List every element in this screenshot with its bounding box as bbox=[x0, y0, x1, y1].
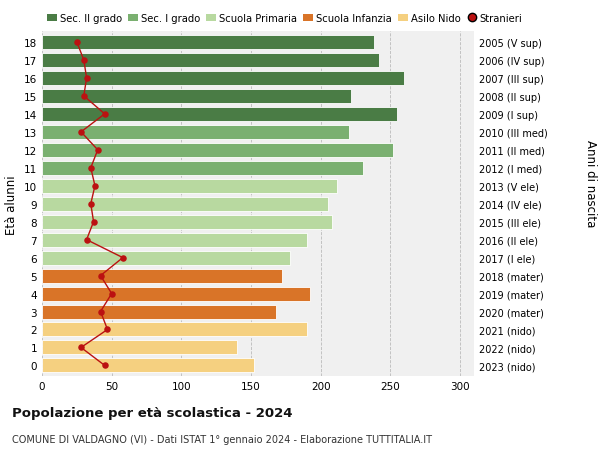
Point bbox=[79, 57, 89, 65]
Bar bbox=[42, 126, 349, 140]
Bar bbox=[42, 162, 362, 175]
Text: COMUNE DI VALDAGNO (VI) - Dati ISTAT 1° gennaio 2024 - Elaborazione TUTTITALIA.I: COMUNE DI VALDAGNO (VI) - Dati ISTAT 1° … bbox=[12, 434, 432, 444]
Bar bbox=[42, 179, 337, 193]
Bar bbox=[42, 36, 374, 50]
Legend: Sec. II grado, Sec. I grado, Scuola Primaria, Scuola Infanzia, Asilo Nido, Stran: Sec. II grado, Sec. I grado, Scuola Prim… bbox=[47, 14, 523, 24]
Point bbox=[96, 308, 106, 315]
Bar bbox=[42, 269, 281, 283]
Point bbox=[82, 236, 91, 244]
Point bbox=[79, 93, 89, 101]
Y-axis label: Età alunni: Età alunni bbox=[5, 174, 19, 234]
Bar bbox=[42, 197, 328, 211]
Point bbox=[76, 129, 86, 136]
Bar bbox=[42, 90, 352, 104]
Text: Anni di nascita: Anni di nascita bbox=[584, 140, 597, 227]
Bar bbox=[42, 107, 397, 122]
Bar bbox=[42, 251, 290, 265]
Point bbox=[72, 39, 82, 46]
Point bbox=[100, 362, 110, 369]
Bar bbox=[42, 72, 404, 86]
Bar bbox=[42, 341, 237, 355]
Point bbox=[100, 111, 110, 118]
Point bbox=[103, 326, 112, 333]
Bar bbox=[42, 287, 310, 301]
Point bbox=[93, 147, 103, 154]
Bar bbox=[42, 305, 276, 319]
Point bbox=[86, 165, 95, 172]
Point bbox=[76, 344, 86, 352]
Bar bbox=[42, 323, 307, 337]
Bar bbox=[42, 215, 332, 229]
Point bbox=[107, 290, 116, 297]
Point bbox=[82, 75, 91, 83]
Bar bbox=[42, 54, 379, 68]
Point bbox=[90, 183, 100, 190]
Point bbox=[96, 272, 106, 280]
Text: Popolazione per età scolastica - 2024: Popolazione per età scolastica - 2024 bbox=[12, 406, 293, 419]
Point bbox=[86, 201, 95, 208]
Bar bbox=[42, 144, 393, 157]
Point bbox=[89, 218, 98, 226]
Bar bbox=[42, 358, 254, 373]
Point bbox=[118, 254, 128, 262]
Bar bbox=[42, 233, 307, 247]
